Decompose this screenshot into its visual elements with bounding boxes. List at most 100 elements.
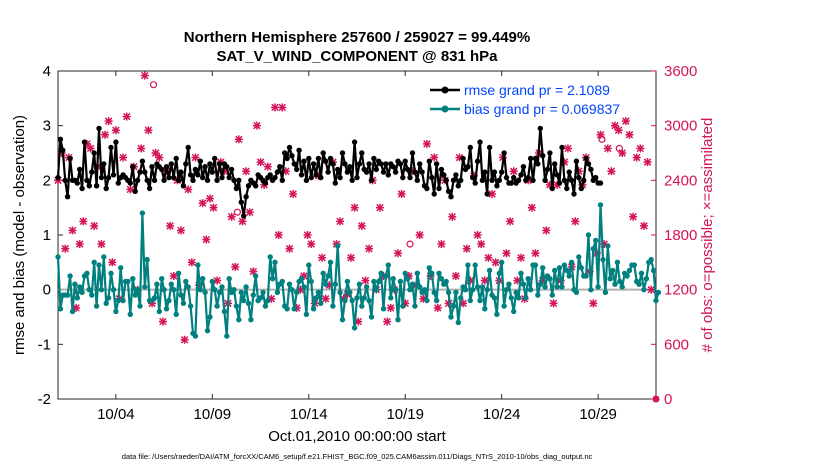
bias-point [84,270,90,276]
rmse-point [236,177,242,183]
obs-assimilated-marker [477,240,486,249]
bias-point [429,270,435,276]
rmse-point [564,185,570,192]
bias-point [491,295,498,301]
bias-point [308,278,314,285]
bias-point [359,303,365,309]
rmse-point [284,155,290,162]
rmse-point [383,161,389,167]
rmse-point [448,194,454,200]
obs-assimilated-marker [397,190,406,198]
obs-assimilated-marker [155,153,164,162]
data-file-footer: data file: /Users/raeder/DAI/ATM_forcXX/… [122,452,593,461]
obs-assimilated-marker [549,299,558,308]
bias-point [383,273,389,279]
obs-assimilated-marker [86,144,95,153]
bias-point [376,278,382,285]
bias-point [344,278,351,285]
bias-point [101,254,107,260]
bias-point [125,278,131,285]
rmse-point [79,185,85,192]
rmse-point [332,180,338,186]
obs-assimilated-marker [383,317,392,326]
rmse-point [327,155,334,162]
bias-point [113,308,119,315]
bias-point [132,292,138,298]
rmse-point [535,161,541,167]
rmse-point [231,177,237,183]
obs-assimilated-marker [527,203,536,212]
bias-point [250,292,256,298]
bias-point [404,276,411,282]
rmse-point [207,161,213,167]
rmse-point [597,180,604,186]
bias-point [602,289,609,296]
bias-point [438,276,445,282]
obs-assimilated-marker [158,317,167,326]
y-tick-label: 0 [43,282,51,299]
bias-point [400,303,406,309]
rmse-point [438,166,445,173]
rmse-point [306,155,312,162]
rmse-point [315,155,322,162]
bias-point [327,259,334,265]
y-tick-label: 4 [43,63,51,80]
rmse-point [542,177,548,183]
y-right-tick-label: 600 [664,336,689,353]
rmse-point [554,172,560,178]
rmse-point [559,144,565,151]
bias-point [552,267,558,274]
rmse-point [219,174,225,181]
bias-point [450,303,457,309]
rmse-point [57,136,64,142]
bias-point [151,295,158,301]
rmse-point [277,164,283,170]
bias-point [624,273,630,279]
y-tick-label: -2 [38,391,51,408]
obs-assimilated-marker [636,144,645,153]
chart-subtitle: SAT_V_WIND_COMPONENT @ 831 hPa [216,48,498,65]
bias-point [183,278,189,285]
bias-point [168,281,174,287]
x-tick-label: 10/24 [483,406,521,423]
rmse-point [89,169,95,175]
obs-assimilated-marker [231,262,240,271]
rmse-point [455,183,461,189]
obs-assimilated-marker [198,199,207,208]
bias-point [535,292,541,298]
legend-rmse-label: rmse grand pr = 2.1089 [464,82,610,98]
obs-assimilated-marker [271,103,280,112]
obs-assimilated-marker [462,244,471,253]
rmse-point [486,144,493,151]
y-right-tick-label: 3600 [664,63,697,80]
bias-point [467,297,473,304]
bias-point [573,289,580,296]
bias-point [64,292,71,298]
bias-point [638,270,645,276]
rmse-point [105,174,112,181]
bias-point [286,281,293,287]
bias-point [330,303,336,309]
obs-assimilated-marker [140,71,149,80]
x-axis-label: Oct.01,2010 00:00:00 start [268,428,446,445]
legend-bias-marker [441,105,449,113]
bias-point [470,287,476,293]
rmse-point [325,169,331,175]
x-tick-label: 10/04 [97,406,135,423]
axis-ticks [58,70,656,400]
rmse-point [195,172,201,178]
obs-assimilated-marker [234,135,243,144]
bias-point [568,259,575,265]
bias-point [187,303,194,309]
rmse-point [561,177,568,183]
bias-point [612,281,618,287]
rmse-point [142,169,148,175]
bias-point [192,333,199,339]
obs-assimilated-marker [90,221,99,230]
bias-point [465,262,471,268]
obs-assimilated-marker [506,217,515,226]
rmse-point [397,161,404,167]
bias-point [77,284,83,290]
rmse-point [508,180,514,186]
rmse-point [515,177,522,183]
